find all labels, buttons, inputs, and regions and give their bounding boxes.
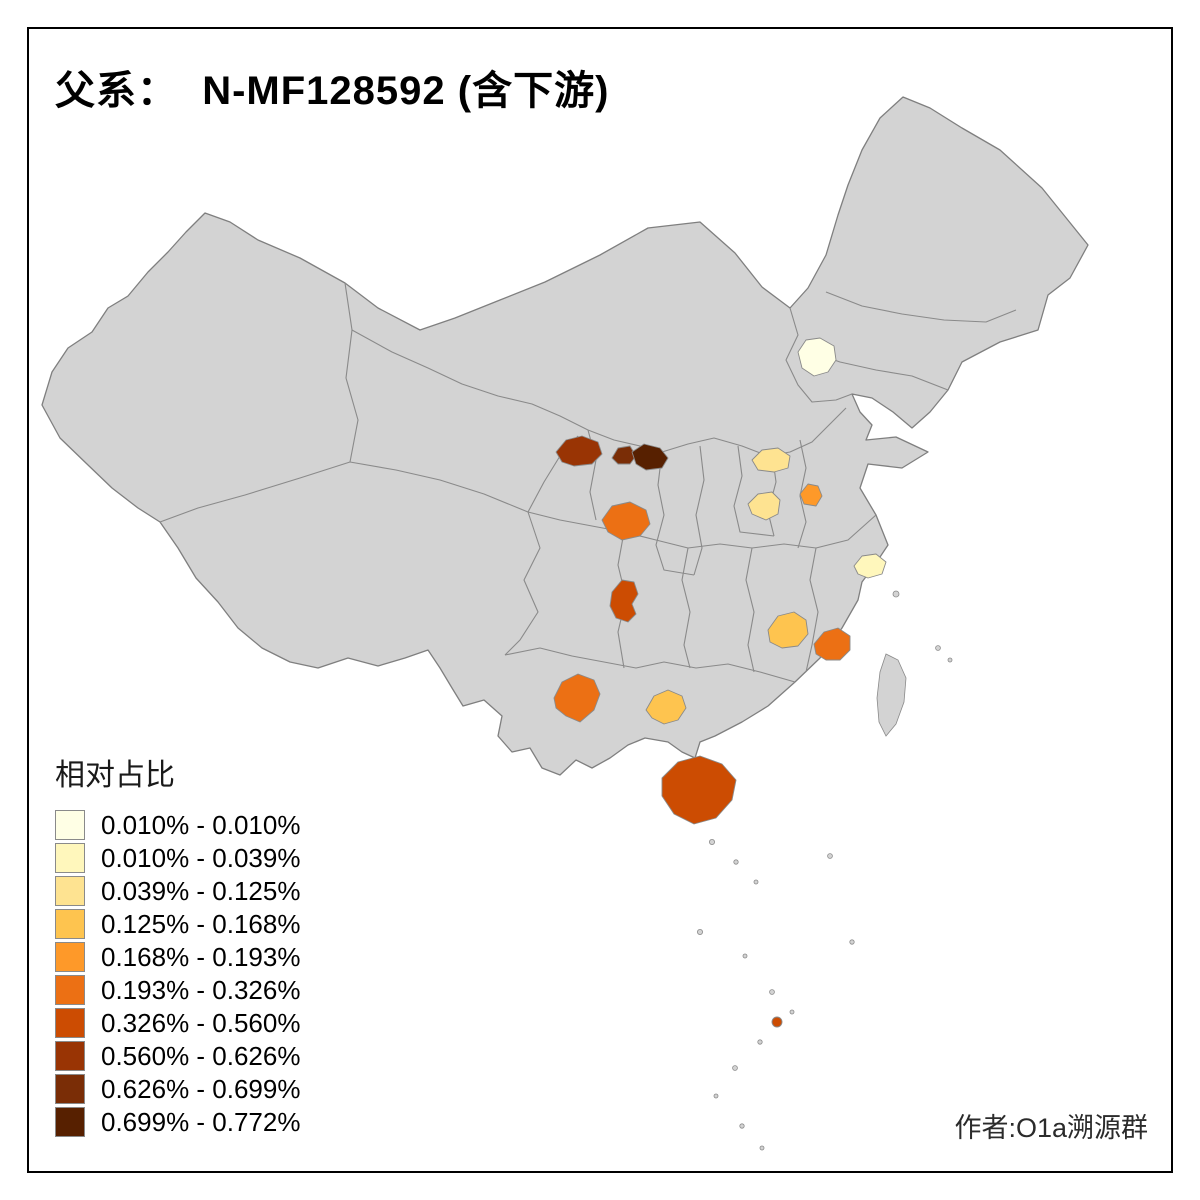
highlighted-regions	[553, 337, 887, 1028]
legend-swatch	[55, 876, 85, 906]
legend-item: 0.010% - 0.010%	[55, 810, 300, 840]
legend-swatch	[55, 942, 85, 972]
region-gansu-west	[555, 435, 603, 467]
region-henan-south	[747, 491, 781, 521]
legend-title: 相对占比	[55, 759, 175, 792]
region-chongqing-guizhou	[609, 579, 639, 623]
province-borders	[159, 282, 1017, 683]
region-chengdu-sichuan	[601, 501, 651, 541]
legend-item: 0.626% - 0.699%	[55, 1074, 300, 1104]
legend-swatch	[55, 1074, 85, 1104]
legend-label: 0.626% - 0.699%	[101, 1073, 301, 1104]
region-fujian	[813, 627, 851, 661]
legend-swatch	[55, 975, 85, 1005]
legend-swatch	[55, 810, 85, 840]
legend-item: 0.560% - 0.626%	[55, 1041, 300, 1071]
region-beijing-area	[797, 337, 837, 377]
legend-label: 0.168% - 0.193%	[101, 941, 301, 972]
legend-item: 0.039% - 0.125%	[55, 876, 300, 906]
region-anhui-north	[799, 483, 823, 507]
region-henan-north	[751, 447, 791, 473]
region-ningxia	[631, 443, 669, 471]
legend-item: 0.326% - 0.560%	[55, 1008, 300, 1038]
page-title: 父系： N-MF128592 (含下游)	[55, 69, 610, 113]
legend-swatch	[55, 1041, 85, 1071]
region-yunnan	[553, 673, 601, 723]
legend-label: 0.039% - 0.125%	[101, 875, 301, 906]
region-guangxi	[645, 689, 687, 725]
taiwan-island	[876, 653, 907, 737]
china-mainland	[41, 96, 1089, 776]
legend-label: 0.010% - 0.039%	[101, 842, 301, 873]
legend-label: 0.125% - 0.168%	[101, 908, 301, 939]
legend-label: 0.010% - 0.010%	[101, 809, 301, 840]
author-credit: 作者:O1a溯源群	[954, 1113, 1148, 1143]
legend-item: 0.193% - 0.326%	[55, 975, 300, 1005]
legend-item: 0.125% - 0.168%	[55, 909, 300, 939]
legend-label: 0.699% - 0.772%	[101, 1106, 301, 1137]
region-shanghai	[853, 553, 887, 579]
legend: 相对占比 0.010% - 0.010% 0.010% - 0.039% 0.0…	[55, 750, 300, 1140]
legend-label: 0.326% - 0.560%	[101, 1007, 301, 1038]
legend-swatch	[55, 843, 85, 873]
legend-item: 0.168% - 0.193%	[55, 942, 300, 972]
legend-swatch	[55, 1008, 85, 1038]
region-jiangxi	[767, 611, 809, 649]
legend-item: 0.010% - 0.039%	[55, 843, 300, 873]
islands	[697, 590, 953, 1151]
legend-label: 0.560% - 0.626%	[101, 1040, 301, 1071]
legend-item: 0.699% - 0.772%	[55, 1107, 300, 1137]
region-hainan	[661, 755, 737, 825]
legend-swatch	[55, 1107, 85, 1137]
legend-swatch	[55, 909, 85, 939]
legend-label: 0.193% - 0.326%	[101, 974, 301, 1005]
region-south-islet	[771, 1016, 783, 1028]
